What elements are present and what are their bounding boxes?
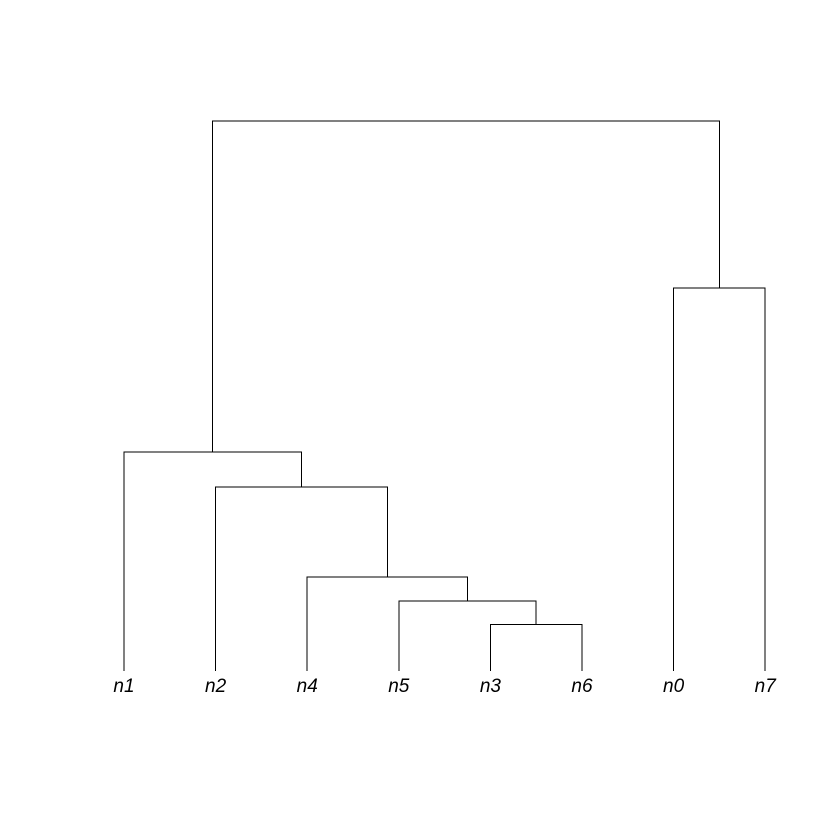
leaf-label-n3: n3 [480, 676, 502, 697]
leaf-label-n6: n6 [571, 676, 593, 697]
merge-m1 [489, 623, 583, 671]
leaf-label-n5: n5 [388, 676, 410, 697]
merge-m3 [306, 576, 468, 671]
leaf-label-n0: n0 [663, 676, 685, 697]
merge-m2 [398, 600, 537, 671]
leaf-label-n7: n7 [755, 676, 778, 697]
leaf-label-n1: n1 [113, 676, 134, 697]
dendrogram-links [123, 120, 766, 671]
merge-m5 [123, 451, 302, 671]
merge-m6 [673, 287, 766, 671]
merge-m4 [215, 486, 388, 671]
leaf-label-n4: n4 [297, 676, 318, 697]
leaf-label-n2: n2 [205, 676, 227, 697]
merge-m7 [212, 120, 720, 452]
leaf-labels: n1 n2 n4 n5 n3 n6 n0 n7 [113, 676, 777, 697]
